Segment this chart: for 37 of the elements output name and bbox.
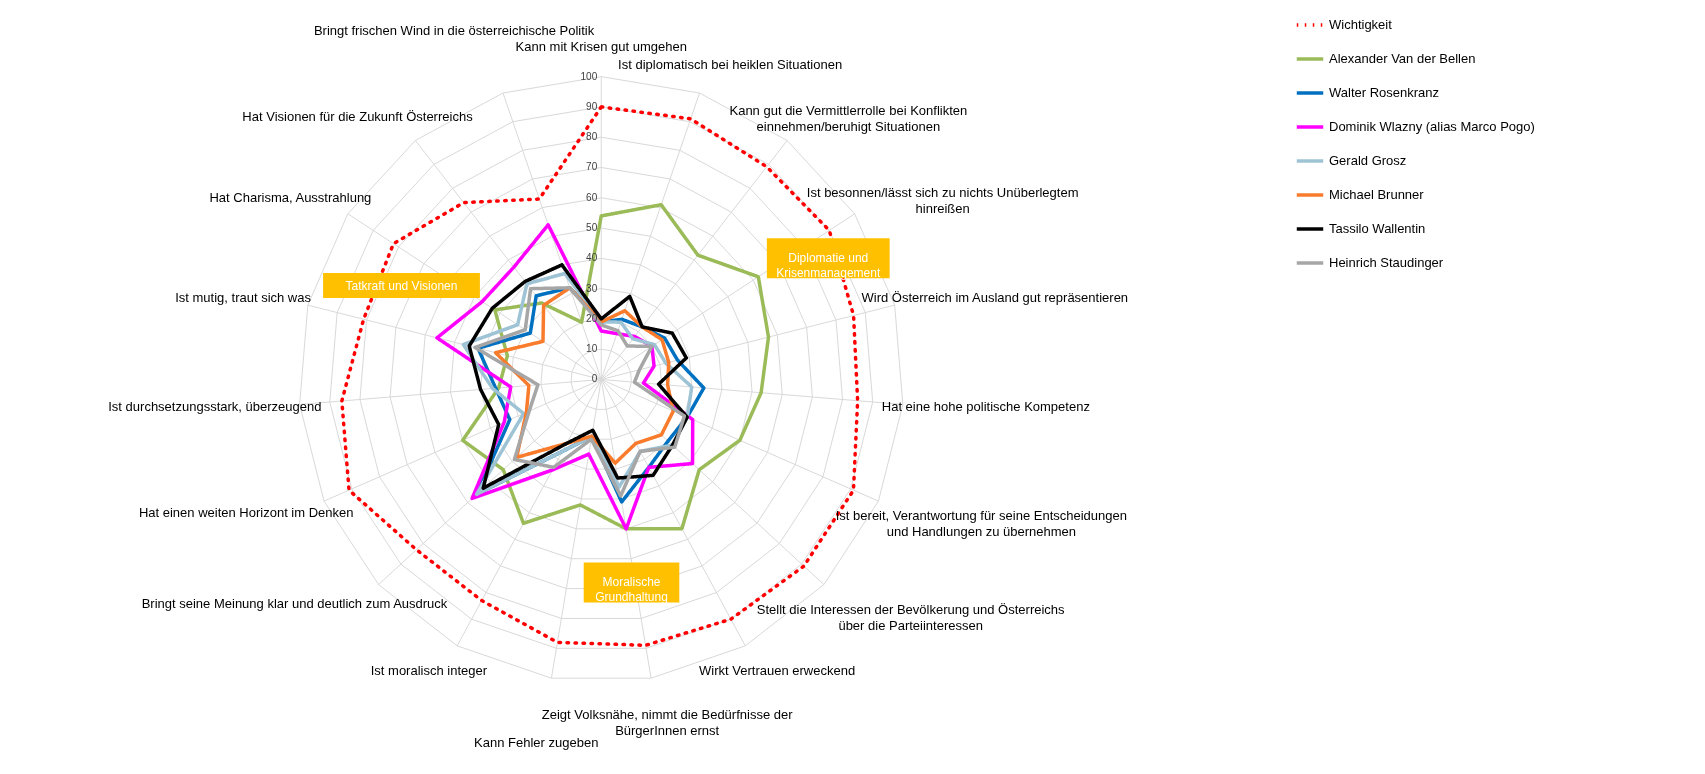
y-tick-label: 10 (586, 343, 598, 355)
spoke-label: Bringt frischen Wind in die österreichische Politik (313, 23, 595, 39)
spoke-label: Hat eine hohe politische Kompetenz (881, 398, 1090, 414)
y-tick-label: 100 (580, 70, 598, 82)
legend-label: Wichtigkeit (1329, 17, 1393, 32)
spoke-label: Ist durchsetzungsstark, überzeugend (108, 398, 322, 414)
y-tick-label: 70 (586, 161, 598, 173)
legend-label: Tassilo Wallentin (1329, 221, 1426, 236)
y-tick-label: 60 (586, 191, 598, 203)
spoke-label: Wird Österreich im Ausland gut repräsentieren (861, 289, 1129, 305)
text: Moralische Grundhaltung (595, 575, 668, 605)
spoke-label: Hat Charisma, Ausstrahlung (209, 189, 372, 205)
y-tick-label: 90 (586, 100, 598, 112)
legend-label: Heinrich Staudinger (1329, 255, 1444, 270)
spoke-label: Ist bereit, Verantwortung für seine Entscheidungen und Handlungen zu übernehmen (835, 508, 1128, 540)
spoke-label: Ist diplomatisch bei heiklen Situationen (618, 57, 843, 73)
y-tick-label: 50 (586, 222, 598, 234)
legend-label: Walter Rosenkranz (1329, 85, 1440, 100)
spoke-label: Ist mutig, traut sich was (175, 289, 312, 305)
spoke-label: Stellt die Interessen der Bevölkerung und Österreichs über die Parteiinteressen (756, 601, 1066, 633)
legend-label: Michael Brunner (1329, 187, 1425, 202)
spoke-label: Ist besonnen/lässt sich zu nichts Unüberlegtem hinreißen (806, 185, 1079, 217)
spoke-label: Ist moralisch integer (370, 663, 488, 679)
legend-label: Dominik Wlazny (alias Marco Pogo) (1329, 119, 1535, 134)
legend-label: Gerald Grosz (1329, 153, 1407, 168)
y-tick-label: 80 (586, 131, 598, 143)
legend-label: Alexander Van der Bellen (1329, 51, 1476, 66)
text: Tatkraft und Visionen (345, 278, 458, 293)
spoke-label: Hat einen weiten Horizont im Denken (138, 504, 354, 520)
spoke-label: Kann gut die Vermittlerrolle bei Konflikten einnehmen/beruhigt Situationen (729, 103, 968, 135)
spoke-label: Kann mit Krisen gut umgehen (515, 39, 687, 55)
spoke-label: Bringt seine Meinung klar und deutlich zum Ausdruck (141, 596, 448, 612)
spoke-label: Wirkt Vertrauen erweckend (699, 663, 856, 679)
y-tick-label: 20 (586, 312, 598, 324)
text: Diplomatie und Krisenmanagement (776, 251, 881, 281)
spoke-label: Hat Visionen für die Zukunft Österreichs (242, 109, 474, 125)
y-tick-label: 0 (591, 373, 598, 385)
